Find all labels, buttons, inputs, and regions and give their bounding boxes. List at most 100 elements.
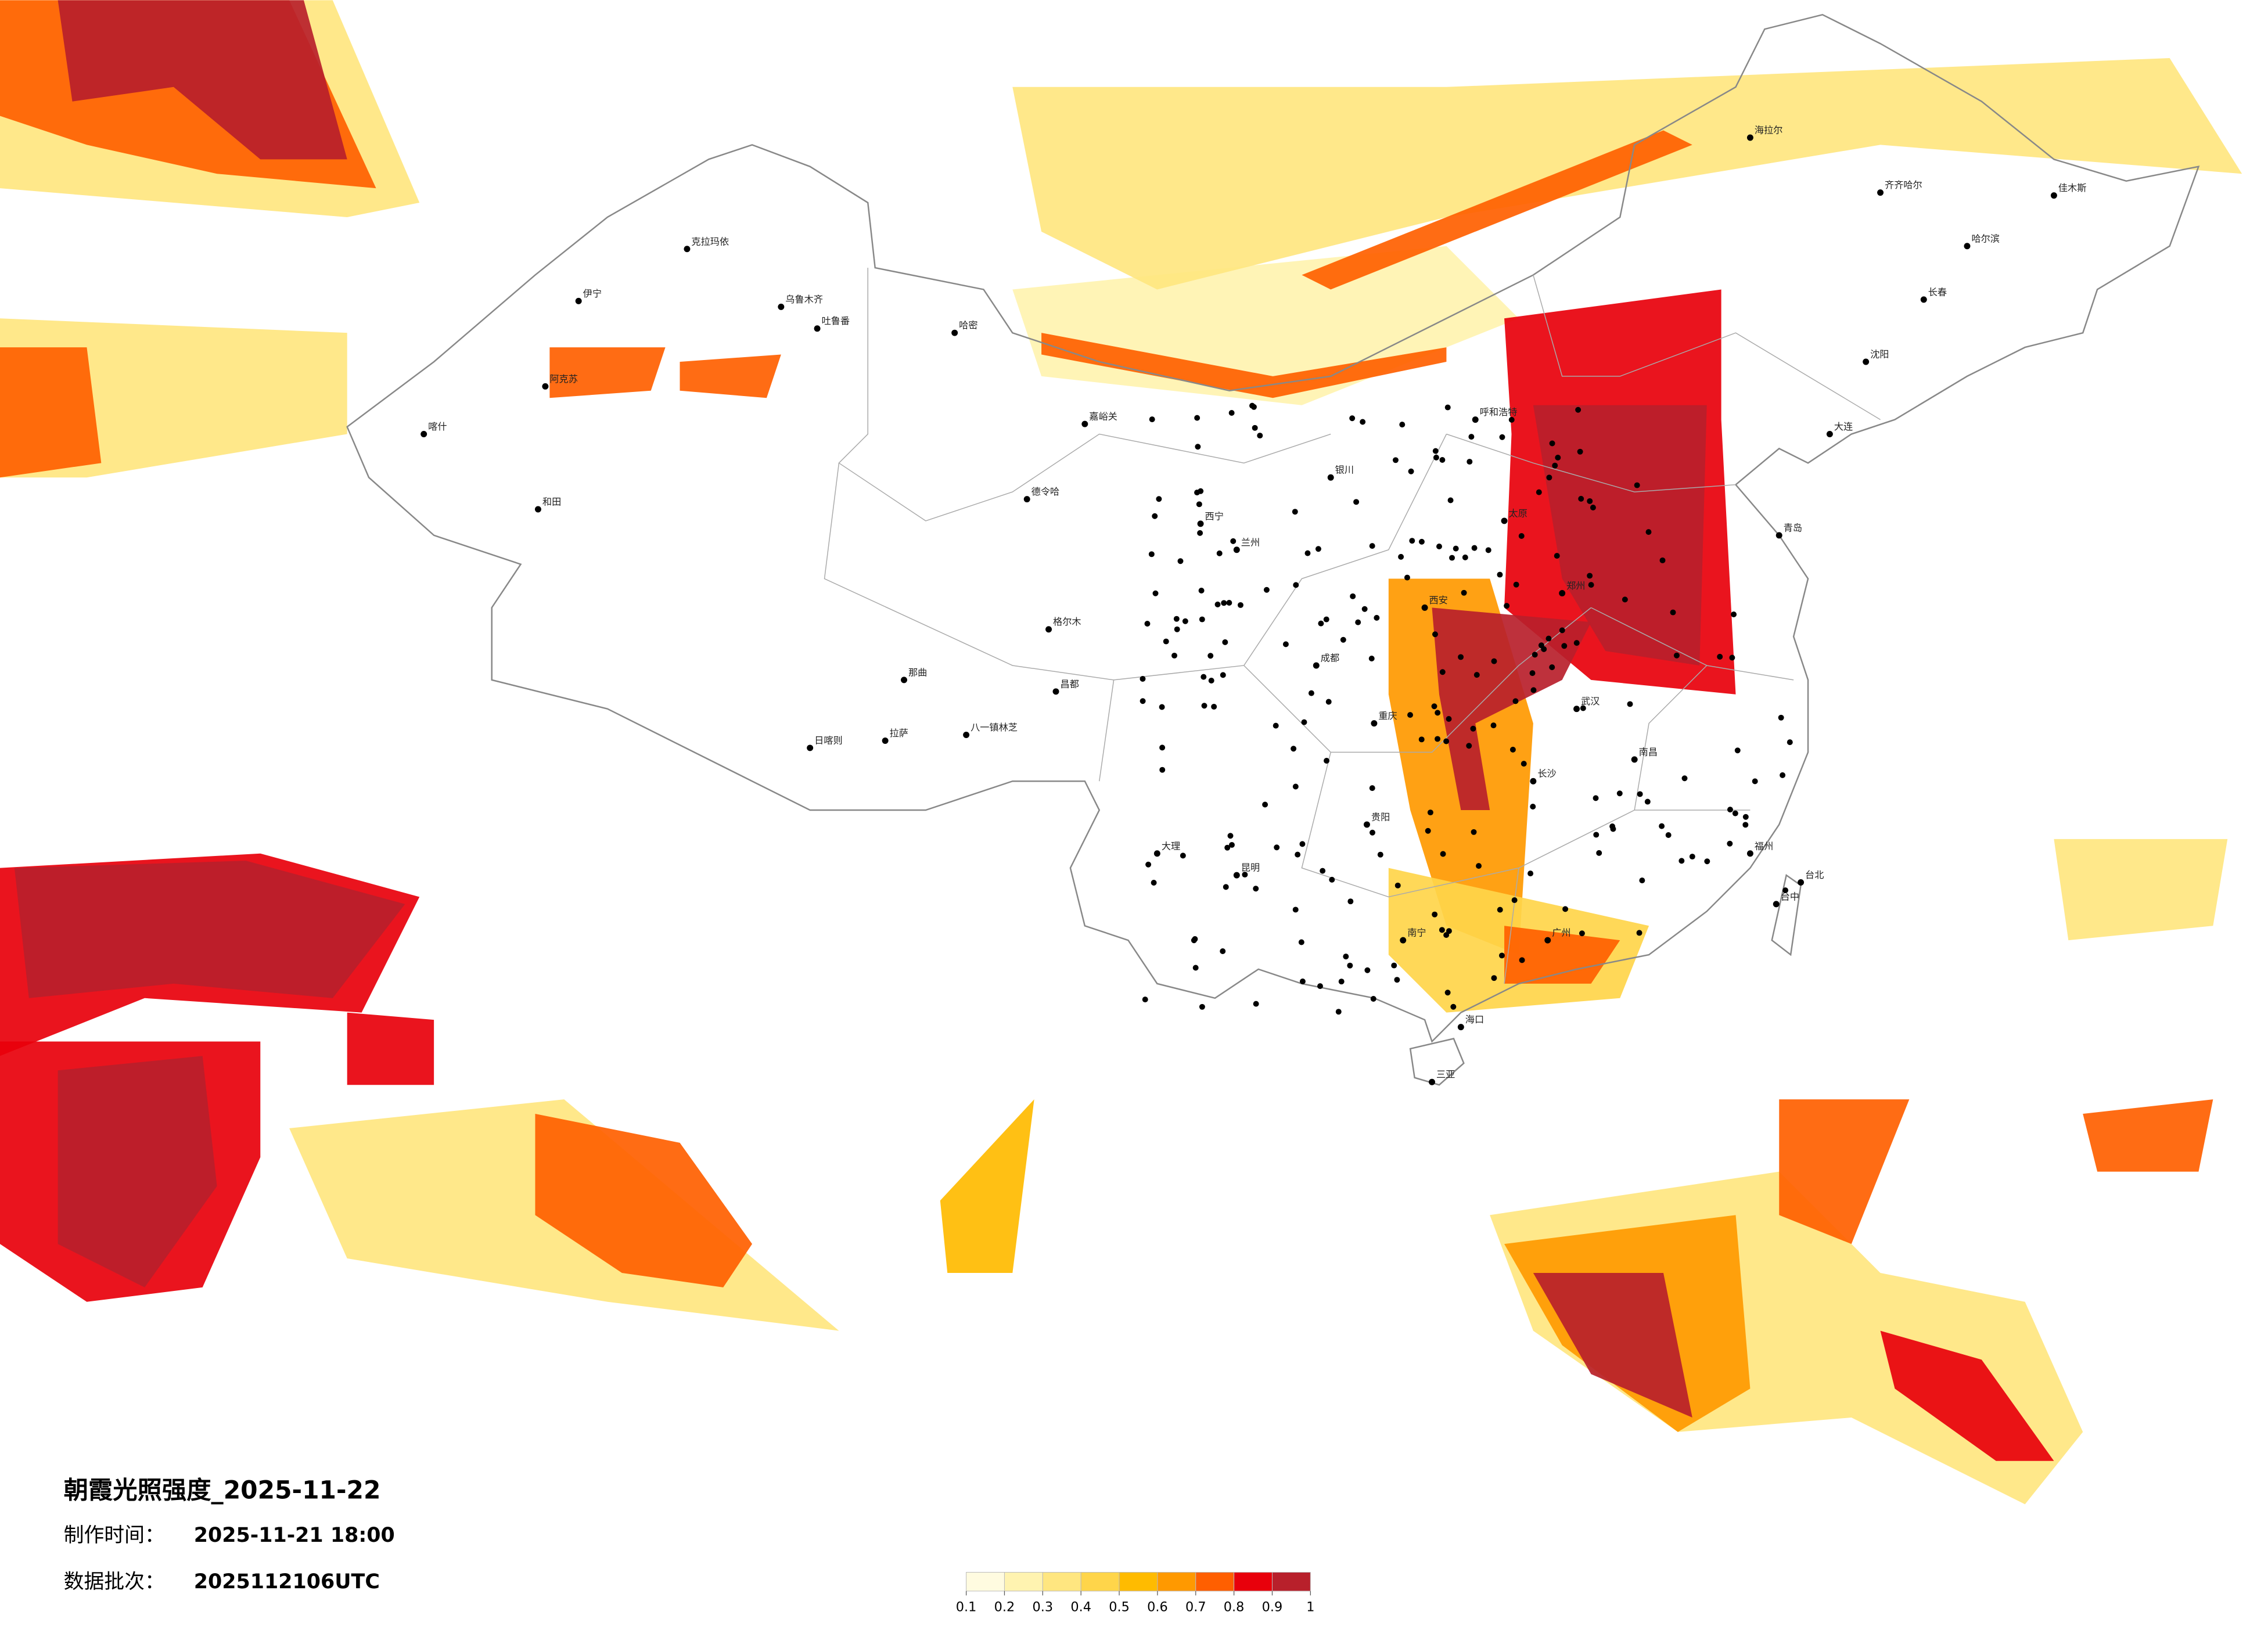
city-dot	[1596, 850, 1602, 856]
city-dot	[1298, 939, 1304, 945]
colorbar-bin	[1195, 1571, 1235, 1592]
city-dot	[1301, 719, 1307, 725]
city-dot	[1877, 189, 1884, 196]
city-label: 阿克苏	[549, 373, 578, 384]
city-dot	[1497, 906, 1503, 913]
colorbar-label: 0.4	[1070, 1600, 1091, 1615]
city-dot	[1637, 791, 1643, 797]
city-label: 重庆	[1378, 710, 1397, 721]
city-dot	[1439, 927, 1445, 933]
city-dot	[1704, 858, 1710, 865]
city-dot	[1529, 670, 1536, 677]
city-dot	[1418, 538, 1425, 545]
city-label: 南宁	[1407, 927, 1426, 938]
city-dot	[1461, 589, 1467, 596]
city-dot	[901, 677, 907, 684]
city-label: 西宁	[1205, 510, 1224, 521]
city-dot	[1324, 758, 1330, 764]
city-dot	[1253, 1001, 1259, 1007]
city-dot	[1446, 928, 1452, 934]
city-dot	[1313, 662, 1320, 669]
city-dot	[1778, 714, 1784, 721]
city-dot	[1023, 496, 1030, 503]
city-dot	[1343, 954, 1349, 960]
made-label: 制作时间：	[64, 1524, 165, 1547]
city-dot	[1153, 850, 1160, 857]
city-dot	[1622, 596, 1628, 603]
city-dot	[882, 737, 889, 744]
city-dot	[1233, 872, 1240, 879]
city-label: 拉萨	[890, 728, 908, 739]
city-dot	[1746, 134, 1753, 141]
city-dot	[1226, 600, 1232, 606]
city-dot	[1787, 739, 1793, 746]
city-label: 和田	[542, 497, 561, 508]
city-dot	[1519, 957, 1525, 963]
colorbar-label: 0.7	[1185, 1600, 1206, 1615]
heat-area	[1041, 333, 1447, 398]
city-dot	[1329, 876, 1335, 883]
city-dot	[1644, 798, 1651, 805]
colorbar-label: 1	[1306, 1600, 1314, 1615]
city-dot	[1198, 588, 1205, 593]
city-dot	[1195, 444, 1201, 450]
city-dot	[1299, 841, 1306, 847]
city-dot	[1561, 643, 1568, 649]
city-dot	[1439, 669, 1446, 675]
city-dot	[1782, 887, 1789, 894]
city-label: 三亚	[1436, 1069, 1455, 1080]
city-dot	[575, 297, 582, 304]
city-dot	[1221, 600, 1227, 606]
city-label: 太原	[1509, 508, 1527, 519]
city-label: 吐鲁番	[822, 315, 850, 326]
heat-area	[1302, 130, 1692, 290]
city-dot	[1476, 863, 1482, 869]
city-dot	[1355, 619, 1361, 625]
city-dot	[1665, 832, 1672, 839]
city-dot	[1443, 738, 1450, 744]
city-dot	[1421, 604, 1428, 611]
city-dot	[1262, 801, 1268, 808]
city-dot	[1920, 296, 1927, 303]
city-dot	[1159, 767, 1166, 773]
city-dot	[1327, 474, 1334, 481]
colorbar-bin	[1271, 1571, 1311, 1592]
city-dot	[1409, 538, 1415, 544]
city-dot	[1509, 746, 1516, 753]
city-dot	[1208, 678, 1214, 684]
colorbar-bin	[1042, 1571, 1081, 1592]
city-dot	[1512, 698, 1519, 704]
city-dot	[1432, 631, 1438, 638]
city-dot	[1220, 672, 1226, 678]
city-dot	[1431, 703, 1437, 710]
city-dot	[1689, 854, 1695, 860]
city-dot	[1443, 932, 1450, 938]
city-dot	[1274, 844, 1280, 851]
city-dot	[1335, 1009, 1342, 1015]
city-dot	[1609, 823, 1616, 830]
city-dot	[1163, 638, 1169, 645]
city-dot	[1472, 416, 1479, 423]
city-dot	[1588, 582, 1594, 588]
batch: 2025112106UTC	[194, 1570, 380, 1593]
city-label: 长沙	[1537, 768, 1556, 779]
city-label: 喀什	[428, 421, 447, 432]
city-dot	[1340, 636, 1346, 643]
city-dot	[1775, 532, 1782, 539]
city-dot	[1216, 550, 1223, 556]
city-dot	[1304, 550, 1311, 556]
city-dot	[778, 303, 785, 310]
city-dot	[1347, 962, 1353, 969]
city-dot	[1634, 482, 1640, 488]
city-dot	[1144, 621, 1151, 627]
city-dot	[1559, 627, 1565, 634]
city-dot	[1497, 571, 1503, 578]
city-dot	[1544, 937, 1551, 944]
city-dot	[1363, 821, 1370, 828]
city-dot	[1440, 851, 1446, 857]
city-dot	[1418, 736, 1425, 743]
city-dot	[1149, 416, 1155, 423]
city-dot	[1444, 990, 1451, 996]
city-dot	[1593, 832, 1600, 838]
